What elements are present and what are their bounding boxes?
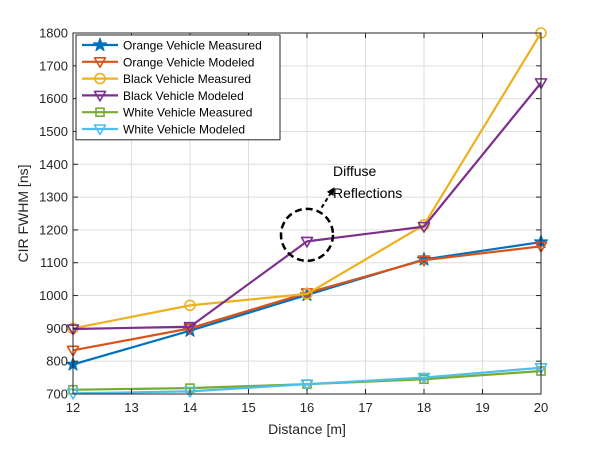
y-tick-label: 1300 (39, 190, 68, 205)
series-line (72, 32, 542, 330)
data-point (184, 299, 196, 312)
data-point (300, 236, 314, 248)
legend: Orange Vehicle Measured Orange Vehicle Mo… (75, 34, 281, 141)
data-point (183, 321, 197, 334)
legend-entry: Black Vehicle Measured (82, 72, 251, 86)
legend-entry: Black Vehicle Modeled (82, 89, 244, 103)
data-point (301, 288, 313, 300)
annotation-text: Diffuse Reflections (333, 163, 402, 201)
y-tick-label: 1600 (39, 91, 68, 106)
x-tick-label: 17 (358, 400, 372, 415)
legend-entry: Orange Vehicle Measured (82, 37, 262, 53)
legend-marker (92, 37, 108, 52)
data-point (183, 386, 197, 398)
data-point (417, 221, 431, 233)
y-axis-label: CIR FWHM [ns] (15, 165, 31, 263)
legend-label: Orange Vehicle Modeled (123, 55, 254, 69)
annotation-line: Diffuse (333, 163, 377, 179)
series-line (72, 366, 542, 395)
y-tick-label: 1200 (39, 222, 68, 237)
legend-entry: White Vehicle Measured (82, 106, 252, 120)
legend-entry: White Vehicle Modeled (82, 123, 245, 137)
data-point (300, 379, 314, 391)
legend-entry: Orange Vehicle Modeled (82, 55, 254, 69)
legend-label: White Vehicle Measured (123, 106, 252, 120)
y-tick-label: 1000 (39, 288, 68, 303)
series-line (72, 82, 542, 331)
y-tick-label: 1500 (39, 124, 68, 139)
x-tick-label: 14 (183, 400, 197, 415)
x-tick-label: 18 (417, 400, 431, 415)
legend-marker (93, 124, 107, 136)
annotation-circle (279, 207, 335, 263)
legend-marker (95, 107, 105, 117)
x-tick-label: 20 (534, 400, 548, 415)
legend-marker (93, 56, 107, 69)
x-tick-label: 16 (300, 400, 314, 415)
annotation: Diffuse Reflections (279, 163, 402, 263)
y-tick-label: 1800 (39, 26, 68, 41)
annotation-arrow (320, 187, 335, 209)
y-tick-label: 1100 (40, 255, 68, 270)
legend-marker (94, 72, 106, 85)
legend-label: Orange Vehicle Measured (123, 39, 262, 53)
annotation-line: Reflections (333, 185, 402, 201)
y-tick-label: 900 (46, 321, 68, 336)
legend-marker (93, 90, 107, 102)
data-point (183, 323, 197, 335)
axis-ticks: 12 13 14 15 16 17 18 19 20 700 800 900 1000 1100 1200 1… (39, 26, 548, 416)
x-tick-label: 15 (241, 400, 255, 415)
data-point (417, 372, 431, 384)
y-tick-label: 700 (46, 387, 68, 402)
x-tick-label: 19 (475, 400, 489, 415)
x-tick-label: 12 (66, 400, 80, 415)
y-tick-label: 1400 (39, 157, 68, 172)
y-tick-label: 800 (46, 354, 68, 369)
legend-label: White Vehicle Modeled (123, 123, 245, 137)
x-axis-label: Distance [m] (268, 421, 346, 437)
legend-label: Black Vehicle Modeled (123, 89, 244, 103)
y-tick-label: 1700 (39, 58, 68, 73)
legend-box (75, 34, 281, 141)
legend-label: Black Vehicle Measured (123, 72, 251, 86)
data-point (417, 255, 431, 267)
x-tick-label: 13 (124, 400, 138, 415)
